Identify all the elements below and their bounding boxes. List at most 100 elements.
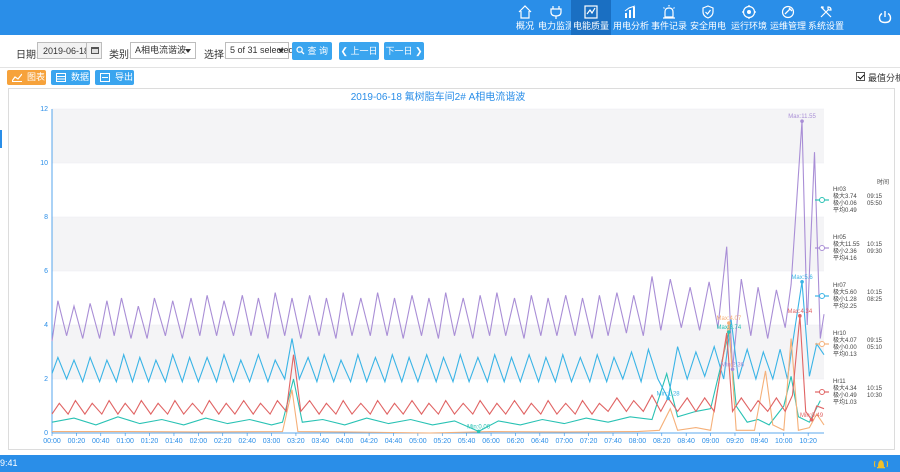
- nav-item-environment[interactable]: 运行环境: [729, 0, 769, 35]
- nav-item-tools[interactable]: 系统设置: [806, 0, 846, 35]
- nav-item-power-quality[interactable]: 电能质量: [571, 0, 611, 35]
- alarm-bell-icon[interactable]: [872, 457, 890, 470]
- x-tick-label: 02:20: [214, 438, 232, 445]
- chevron-down-icon: [185, 49, 191, 53]
- legend-swatch-marker: [819, 293, 825, 299]
- x-tick-label: 05:20: [434, 438, 452, 445]
- legend-series-name: Hr10: [833, 331, 847, 337]
- series-line-hr10: [52, 323, 825, 434]
- x-tick-label: 04:40: [385, 438, 403, 445]
- export-button[interactable]: 导出: [95, 70, 134, 85]
- nav-item-label: 系统设置: [807, 21, 844, 31]
- category-select[interactable]: A相电流谐波: [130, 42, 196, 59]
- grid-band: [52, 217, 824, 271]
- nav-item-maintenance[interactable]: 运维管理: [768, 0, 808, 35]
- x-tick-label: 08:20: [653, 438, 671, 445]
- checkbox-checked-icon: [856, 72, 865, 81]
- y-tick-label: 4: [44, 322, 48, 329]
- nav-item-alarm-light[interactable]: 事件记录: [649, 0, 689, 35]
- y-tick-label: 8: [44, 214, 48, 221]
- extreme-point-marker: [730, 367, 735, 372]
- extreme-point-marker: [809, 417, 814, 422]
- series-line-hr07: [51, 281, 825, 401]
- x-tick-label: 03:40: [312, 438, 330, 445]
- x-tick-label: 00:20: [68, 438, 86, 445]
- x-tick-label: 06:40: [531, 438, 549, 445]
- legend-series-name: Hr11: [833, 379, 846, 385]
- data-view-button[interactable]: 数据: [51, 70, 90, 85]
- calendar-icon: [91, 47, 99, 54]
- date-input[interactable]: 2019-06-18: [37, 42, 89, 59]
- top-navigation-bar: 概况 电力监测 电能质量 用电分析 事件记录 安全用电 运行环境 运维管理 系统设置: [0, 0, 900, 35]
- x-tick-label: 08:40: [677, 438, 695, 445]
- nav-item-label: 运维管理: [769, 21, 806, 31]
- query-button[interactable]: 查 询: [292, 42, 332, 60]
- extreme-point-marker: [798, 314, 802, 318]
- legend-series-name: Hr03: [833, 187, 847, 193]
- previous-day-button[interactable]: ❮ 上一日: [339, 42, 379, 60]
- bar-chart-icon: [624, 5, 636, 18]
- select-label: 选择:: [204, 50, 227, 61]
- next-day-button[interactable]: 下一日 ❯: [384, 42, 424, 60]
- extreme-point-marker: [727, 321, 731, 325]
- legend-swatch-marker: [819, 341, 825, 347]
- next-day-label: 下一日: [385, 46, 413, 56]
- nav-item-label: 概况: [515, 21, 534, 31]
- extreme-point-label: Min:1.28: [657, 391, 681, 397]
- calendar-button[interactable]: [86, 42, 102, 59]
- legend-series-name: Hr07: [833, 283, 847, 289]
- nav-item-label: 电力监测: [537, 21, 574, 31]
- chart-title: 2019-06-18 氟树脂车间2# A相电流谐波: [351, 90, 526, 103]
- nav-item-bar-chart[interactable]: 用电分析: [611, 0, 651, 35]
- x-tick-label: 06:20: [507, 438, 525, 445]
- nav-item-plug[interactable]: 电力监测: [536, 0, 576, 35]
- x-tick-label: 01:20: [141, 438, 159, 445]
- harmonic-line-chart: 0 2 4 6 8 10 12 00:00 00:20 00:40 01:00 01:20 01:40 0…: [40, 90, 889, 445]
- search-icon: [296, 46, 305, 55]
- chevron-left-icon: ❮: [340, 46, 348, 56]
- nav-item-shield[interactable]: 安全用电: [688, 0, 728, 35]
- date-label: 日期:: [16, 50, 39, 61]
- legend-avg-value: 平均0.49: [833, 206, 857, 214]
- chart-view-label: 图表: [27, 72, 46, 82]
- extreme-point-label: Min:0.06: [467, 424, 491, 430]
- grid-band: [52, 109, 824, 163]
- y-tick-label: 6: [44, 268, 48, 275]
- nav-item-label: 运行环境: [730, 21, 767, 31]
- x-tick-label: 04:20: [360, 438, 378, 445]
- extreme-point-label: Max:3.74: [717, 325, 742, 331]
- extreme-point-marker: [727, 330, 731, 334]
- power-button[interactable]: [865, 0, 900, 35]
- nav-item-label: 安全用电: [689, 21, 726, 31]
- export-label: 导出: [115, 72, 134, 82]
- legend-header: 时间: [877, 178, 889, 186]
- nav-item-label: 电能质量: [572, 21, 609, 31]
- x-tick-label: 04:00: [336, 438, 354, 445]
- environment-icon: [742, 5, 756, 19]
- side-tab-indicator[interactable]: [0, 130, 2, 148]
- legend-swatch-marker: [819, 197, 825, 203]
- nav-item-home[interactable]: 概况: [505, 0, 545, 35]
- chart-view-button[interactable]: 图表: [7, 70, 46, 85]
- x-tick-label: 07:00: [555, 438, 573, 445]
- legend-avg-value: 平均2.25: [833, 302, 857, 310]
- legend-min-value: 极小0.06: [833, 199, 857, 207]
- table-icon: [56, 73, 66, 82]
- x-tick-label: 08:00: [629, 438, 647, 445]
- extreme-analysis-label: 最值分析: [868, 73, 900, 83]
- legend-avg-value: 平均0.13: [833, 350, 857, 358]
- x-tick-label: 07:40: [604, 438, 622, 445]
- x-tick-label: 00:40: [92, 438, 110, 445]
- x-tick-label: 01:00: [116, 438, 134, 445]
- extreme-point-label: Max:5.6: [791, 275, 813, 281]
- extreme-point-label: Max:4.34: [788, 309, 813, 315]
- harmonic-multiselect[interactable]: 5 of 31 selected: [225, 42, 294, 59]
- nav-item-label: 用电分析: [612, 21, 649, 31]
- legend-min-value: 极小1.28: [833, 295, 857, 303]
- legend-max-value: 极大4.07: [833, 336, 857, 344]
- extreme-point-marker: [800, 119, 804, 123]
- series-line-hr05: [51, 121, 825, 370]
- extreme-point-label: Min:2.36: [721, 362, 745, 368]
- legend-max-time: 10:15: [867, 290, 883, 296]
- x-tick-label: 05:00: [409, 438, 427, 445]
